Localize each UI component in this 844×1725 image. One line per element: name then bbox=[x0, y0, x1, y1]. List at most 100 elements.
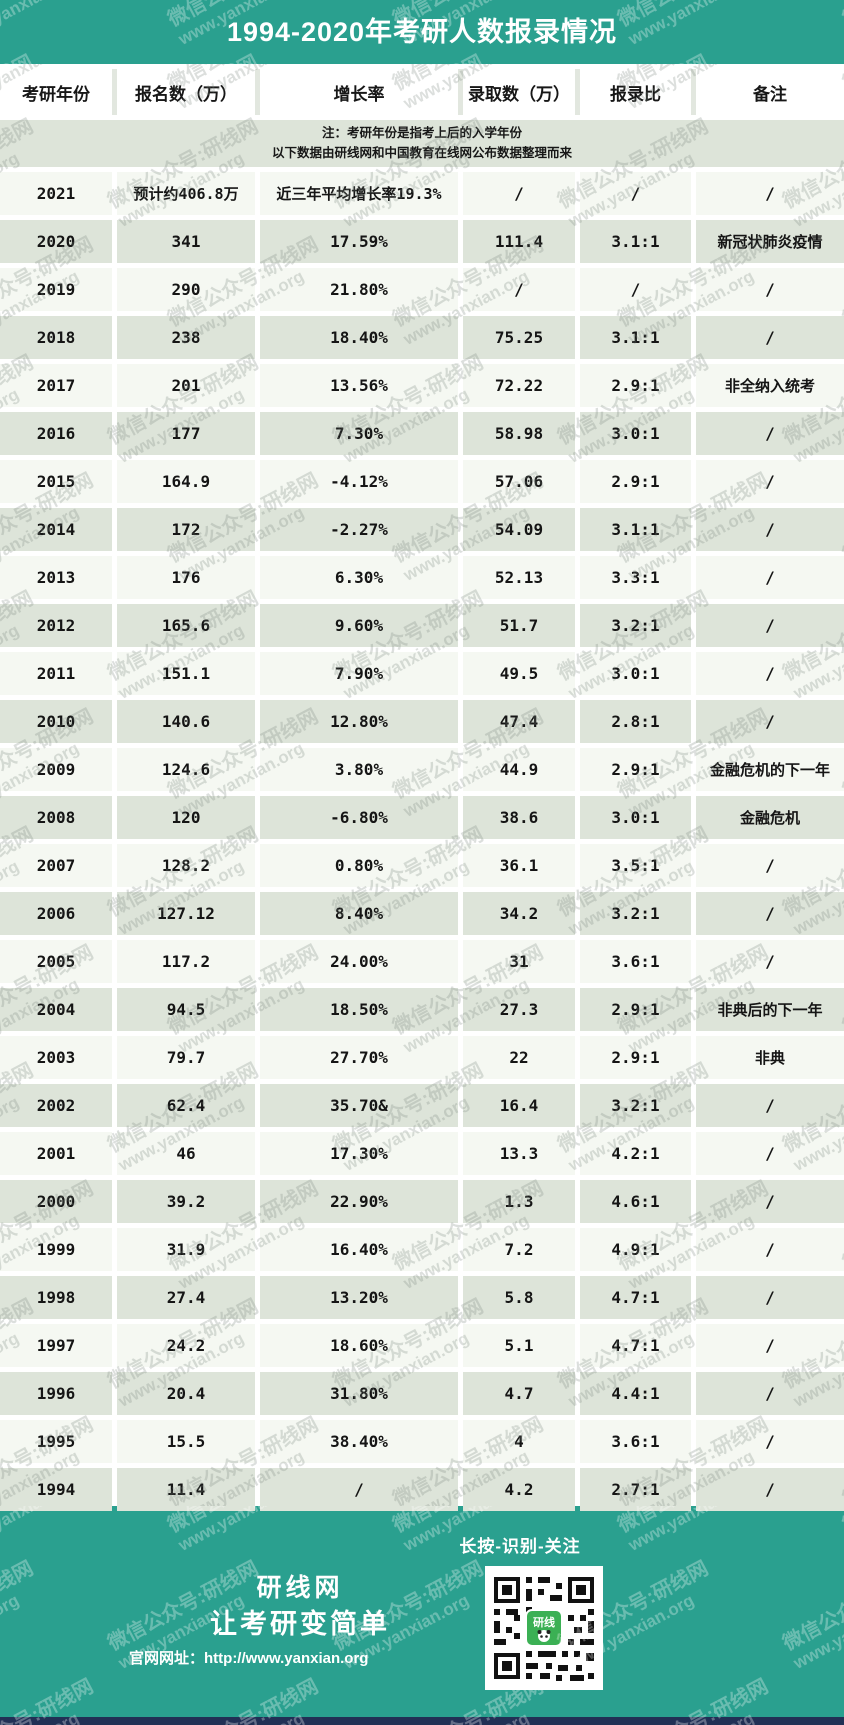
table-cell: 75.25 bbox=[463, 316, 575, 359]
table-cell: / bbox=[696, 1084, 844, 1127]
table-cell: / bbox=[696, 1180, 844, 1223]
table-cell: 17.30% bbox=[260, 1132, 458, 1175]
table-cell: 4.6:1 bbox=[580, 1180, 691, 1223]
table-cell: 8.40% bbox=[260, 892, 458, 935]
table-cell: 201 bbox=[117, 364, 255, 407]
table-cell: 111.4 bbox=[463, 220, 575, 263]
column-header-admitted: 录取数（万） bbox=[463, 69, 575, 115]
table-row: 2004 94.5 18.50% 27.3 2.9:1 非典后的下一年 bbox=[0, 988, 844, 1031]
table-cell: 13.56% bbox=[260, 364, 458, 407]
table-cell: 2.7:1 bbox=[580, 1468, 691, 1511]
table-row: 2019 290 21.80% / / / bbox=[0, 268, 844, 311]
table-cell: 4.7 bbox=[463, 1372, 575, 1415]
table-cell: / bbox=[696, 940, 844, 983]
table-cell: / bbox=[696, 700, 844, 743]
table-cell: 12.80% bbox=[260, 700, 458, 743]
table-cell: 18.40% bbox=[260, 316, 458, 359]
table-cell: 140.6 bbox=[117, 700, 255, 743]
table-cell: / bbox=[696, 556, 844, 599]
table-cell: 13.3 bbox=[463, 1132, 575, 1175]
table-row: 2014 172 -2.27% 54.09 3.1:1/ bbox=[0, 508, 844, 551]
table-row: 2017 201 13.56% 72.22 2.9:1 非全纳入统考 bbox=[0, 364, 844, 407]
table-cell: 2001 bbox=[0, 1132, 112, 1175]
table-cell: 34.2 bbox=[463, 892, 575, 935]
note-line-2: 以下数据由研线网和中国教育在线网公布数据整理而来 bbox=[271, 145, 572, 160]
table-cell: 21.80% bbox=[260, 268, 458, 311]
table-cell: 3.1:1 bbox=[580, 508, 691, 551]
table-cell: 24.2 bbox=[117, 1324, 255, 1367]
table-cell: 5.1 bbox=[463, 1324, 575, 1367]
table-cell: 176 bbox=[117, 556, 255, 599]
table-cell: 2010 bbox=[0, 700, 112, 743]
table-cell: 3.0:1 bbox=[580, 796, 691, 839]
table-cell: 3.2:1 bbox=[580, 892, 691, 935]
table-cell: 非典 bbox=[696, 1036, 844, 1079]
table-cell: / bbox=[696, 412, 844, 455]
table-cell: / bbox=[696, 1132, 844, 1175]
table-cell: 38.6 bbox=[463, 796, 575, 839]
page-title: 1994-2020年考研人数报录情况 bbox=[226, 17, 618, 47]
table-cell: 13.20% bbox=[260, 1276, 458, 1319]
qr-caption: 长按-识别-关注 bbox=[459, 1537, 581, 1556]
table-row: 2008 120 -6.80% 38.6 3.0:1 金融危机 bbox=[0, 796, 844, 839]
table-cell: 4.2:1 bbox=[580, 1132, 691, 1175]
table-cell: 新冠状肺炎疫情 bbox=[696, 220, 844, 263]
table-cell: 94.5 bbox=[117, 988, 255, 1031]
table-cell: 2004 bbox=[0, 988, 112, 1031]
qr-code: 研线 bbox=[485, 1566, 603, 1690]
table-cell: / bbox=[696, 1228, 844, 1271]
table-cell: 120 bbox=[117, 796, 255, 839]
table-cell: / bbox=[696, 316, 844, 359]
table-cell: 2011 bbox=[0, 652, 112, 695]
table-cell: 177 bbox=[117, 412, 255, 455]
table-cell: 2012 bbox=[0, 604, 112, 647]
table-cell: 3.2:1 bbox=[580, 604, 691, 647]
table-cell: 62.4 bbox=[117, 1084, 255, 1127]
table-cell: 22 bbox=[463, 1036, 575, 1079]
table-cell: 51.7 bbox=[463, 604, 575, 647]
table-cell: 31 bbox=[463, 940, 575, 983]
table-cell: 7.90% bbox=[260, 652, 458, 695]
table-cell: 2019 bbox=[0, 268, 112, 311]
table-cell: 2002 bbox=[0, 1084, 112, 1127]
footer-band: 微信公众号:研线网www.yanxian.org微信公众号:研线网www.yan… bbox=[0, 1506, 844, 1725]
table-cell: 1999 bbox=[0, 1228, 112, 1271]
table-cell: 24.00% bbox=[260, 940, 458, 983]
table-cell: 341 bbox=[117, 220, 255, 263]
table-row: 1995 15.5 38.40% 4 3.6:1/ bbox=[0, 1420, 844, 1463]
table-cell: 39.2 bbox=[117, 1180, 255, 1223]
table-row: 2002 62.4 35.70& 16.4 3.2:1/ bbox=[0, 1084, 844, 1127]
website-url: 官网网址：http://www.yanxian.org bbox=[129, 1650, 369, 1667]
table-cell: 1994 bbox=[0, 1468, 112, 1511]
column-header-applicants: 报名数（万） bbox=[117, 69, 255, 115]
table-cell: 54.09 bbox=[463, 508, 575, 551]
table-cell: 31.9 bbox=[117, 1228, 255, 1271]
table-cell: 9.60% bbox=[260, 604, 458, 647]
table-cell: 6.30% bbox=[260, 556, 458, 599]
table-cell: 0.80% bbox=[260, 844, 458, 887]
table-row: 2006 127.12 8.40% 34.2 3.2:1/ bbox=[0, 892, 844, 935]
table-cell: 36.1 bbox=[463, 844, 575, 887]
brand-slogan: 让考研变简单 bbox=[210, 1609, 390, 1639]
column-header-year: 考研年份 bbox=[0, 69, 112, 115]
table-cell: 4.7:1 bbox=[580, 1324, 691, 1367]
table-cell: / bbox=[696, 604, 844, 647]
table-cell: 金融危机 bbox=[696, 796, 844, 839]
table-cell: 2016 bbox=[0, 412, 112, 455]
table-cell: 27.3 bbox=[463, 988, 575, 1031]
table-cell: 31.80% bbox=[260, 1372, 458, 1415]
table-cell: / bbox=[696, 1468, 844, 1511]
table-cell: 16.4 bbox=[463, 1084, 575, 1127]
table-cell: 124.6 bbox=[117, 748, 255, 791]
table-cell: 2.9:1 bbox=[580, 364, 691, 407]
table-row: 1994 11.4/4.2 2.7:1/ bbox=[0, 1468, 844, 1511]
table-row: 1997 24.2 18.60% 5.1 4.7:1/ bbox=[0, 1324, 844, 1367]
table-cell: 2009 bbox=[0, 748, 112, 791]
column-header-ratio: 报录比 bbox=[580, 69, 691, 115]
brand-name: 研线网 bbox=[256, 1574, 344, 1602]
table-cell: 3.5:1 bbox=[580, 844, 691, 887]
table-cell: 2020 bbox=[0, 220, 112, 263]
table-cell: 3.1:1 bbox=[580, 316, 691, 359]
table-cell: 2014 bbox=[0, 508, 112, 551]
